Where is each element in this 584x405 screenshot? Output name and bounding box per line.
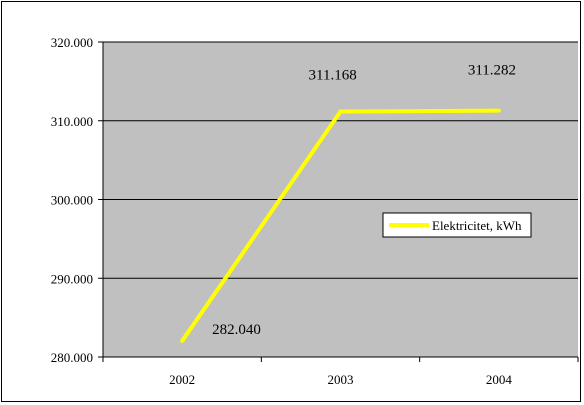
data-label: 311.168	[309, 68, 357, 84]
x-tick-label: 2004	[486, 372, 513, 387]
data-label: 311.282	[468, 63, 516, 79]
data-point	[180, 338, 185, 343]
data-point	[338, 109, 343, 114]
gridlines	[103, 41, 578, 279]
data-label: 282.040	[212, 322, 261, 338]
y-tick-label: 300.000	[51, 193, 93, 208]
legend: Elektricitet, kWh	[382, 212, 532, 238]
x-axis-ticks: 2002 2003 2004	[102, 357, 579, 387]
x-tick-label: 2002	[169, 372, 195, 387]
legend-label: Elektricitet, kWh	[432, 218, 522, 233]
data-labels: 282.040 311.168 311.282	[212, 63, 516, 338]
y-tick-label: 280.000	[51, 350, 93, 365]
data-point	[496, 108, 501, 113]
y-axis-ticks: 280.000 290.000 300.000 310.000 320.000	[51, 35, 103, 365]
x-tick-label: 2003	[328, 372, 354, 387]
y-tick-label: 320.000	[51, 35, 93, 50]
series-group	[180, 108, 501, 343]
y-tick-label: 310.000	[51, 114, 93, 129]
y-tick-label: 290.000	[51, 271, 93, 286]
